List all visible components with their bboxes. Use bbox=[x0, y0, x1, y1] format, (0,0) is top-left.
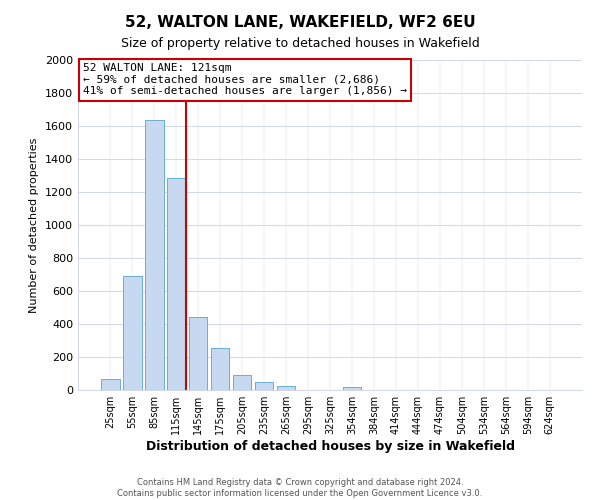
Text: Size of property relative to detached houses in Wakefield: Size of property relative to detached ho… bbox=[121, 38, 479, 51]
Bar bbox=[255, 382, 274, 390]
Bar bbox=[343, 386, 361, 390]
Bar bbox=[167, 178, 185, 390]
X-axis label: Distribution of detached houses by size in Wakefield: Distribution of detached houses by size … bbox=[146, 440, 515, 453]
Bar bbox=[123, 276, 142, 390]
Bar bbox=[145, 120, 164, 390]
Bar bbox=[233, 375, 251, 390]
Y-axis label: Number of detached properties: Number of detached properties bbox=[29, 138, 40, 312]
Text: 52 WALTON LANE: 121sqm
← 59% of detached houses are smaller (2,686)
41% of semi-: 52 WALTON LANE: 121sqm ← 59% of detached… bbox=[83, 64, 407, 96]
Text: 52, WALTON LANE, WAKEFIELD, WF2 6EU: 52, WALTON LANE, WAKEFIELD, WF2 6EU bbox=[125, 15, 475, 30]
Text: Contains HM Land Registry data © Crown copyright and database right 2024.
Contai: Contains HM Land Registry data © Crown c… bbox=[118, 478, 482, 498]
Bar bbox=[277, 386, 295, 390]
Bar bbox=[189, 318, 208, 390]
Bar bbox=[211, 348, 229, 390]
Bar bbox=[101, 380, 119, 390]
